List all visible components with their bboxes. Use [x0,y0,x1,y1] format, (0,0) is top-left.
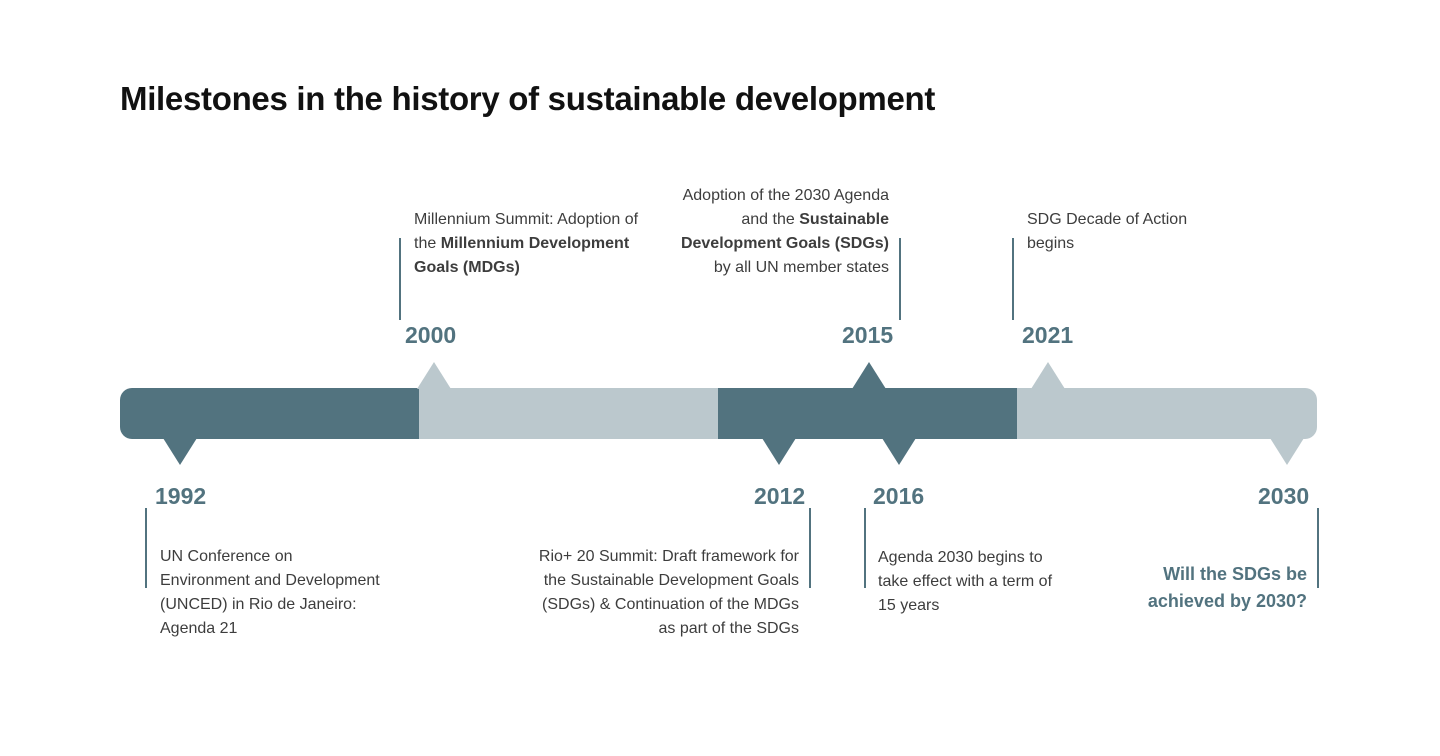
timeline-segment-2 [419,388,718,439]
connector-2021 [1012,238,1014,320]
connector-2000 [399,238,401,320]
pointer-2012 [762,438,796,465]
pointer-2016 [882,438,916,465]
milestone-2016-text: Agenda 2030 begins to take effect with a… [878,549,1053,614]
pointer-2021 [1031,362,1065,389]
milestone-2015-bold-text: Sustainable Development Goals (SDGs) [680,211,889,252]
milestone-2015-text-end: by all UN member states [713,259,889,276]
connector-2030 [1317,508,1319,588]
year-2015: 2015 [842,322,894,348]
pointer-2030 [1270,438,1304,465]
milestone-2015-text-part: Adoption of the 2030 Agenda and the [682,187,889,228]
pointer-1992 [163,438,197,465]
pointer-2015 [852,362,886,389]
year-2016: 2016 [873,483,925,509]
milestone-2000-text-part: Millennium Summit: Adoption of the [414,211,639,252]
milestone-2015-text: Adoption of the 2030 Agenda and the Sust… [660,184,889,280]
timeline-bar [120,388,1317,439]
connector-2016 [864,508,866,588]
timeline-segment-1 [120,388,419,439]
timeline-segment-3 [718,388,1017,439]
page-title: Milestones in the history of sustainable… [120,80,936,117]
year-2012: 2012 [754,483,806,509]
milestone-2030-question: Will the SDGs be achieved by 2030? [1147,564,1307,611]
year-2000: 2000 [405,322,457,348]
milestone-1992-text: UN Conference on Environment and Develop… [160,548,380,637]
year-1992: 1992 [155,483,207,509]
connector-1992 [145,508,147,588]
milestone-2012-text: Rio+ 20 Summit: Draft framework for the … [538,548,799,637]
year-2021: 2021 [1022,322,1074,348]
timeline-segment-4 [1017,388,1317,439]
pointer-2000 [417,362,451,389]
year-2030: 2030 [1258,483,1310,509]
connector-2015 [899,238,901,320]
milestone-2000-bold-text: Millennium Development Goals (MDGs) [414,235,630,276]
milestone-2000-text: Millennium Summit: Adoption of the Mille… [414,208,654,280]
milestone-2021-text: SDG Decade of Action begins [1027,211,1188,252]
connector-2012 [809,508,811,588]
